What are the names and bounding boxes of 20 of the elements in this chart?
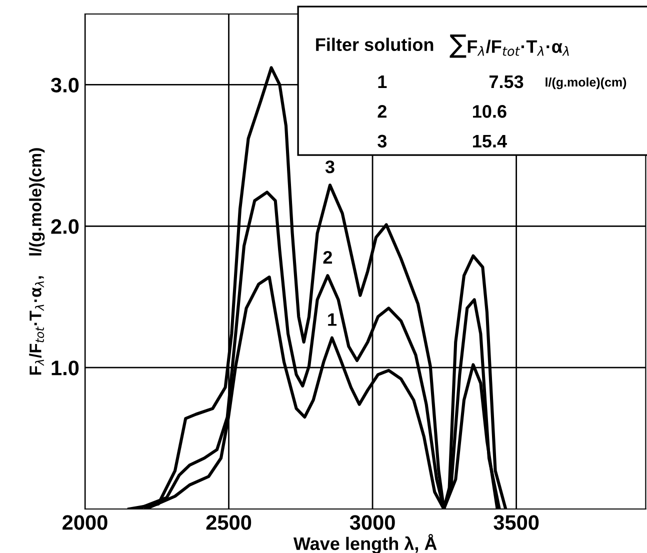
- annotation: 7.53: [489, 75, 524, 88]
- annotation: 10.6: [473, 105, 506, 118]
- annotation: 2: [378, 105, 386, 118]
- annotation: ∑F$_{λ}$/F$_{tot}$·T$_{λ}$·α$_{λ}$: [450, 34, 569, 58]
- y-tick-label: 3.0: [50, 78, 79, 92]
- x-tick-label: 3500: [494, 515, 539, 530]
- y-tick-label: 2.0: [51, 219, 79, 234]
- annotation: 15.4: [473, 134, 507, 148]
- annotation: 3: [378, 134, 387, 148]
- y-tick-label: 1.0: [52, 360, 79, 376]
- x-tick-label: 2500: [206, 515, 252, 530]
- annotation: l/(g.mole)(cm): [546, 77, 626, 90]
- annotation: 2: [323, 250, 332, 264]
- annotation: 1: [378, 76, 387, 88]
- x-tick-label: 3000: [350, 515, 395, 530]
- x-tick-label: 2000: [62, 515, 108, 530]
- annotation: 1: [328, 313, 337, 326]
- annotation: Filter solution: [316, 38, 434, 52]
- annotation: 3: [325, 160, 334, 174]
- text: F$_{λ}$/F$_{tot}$·T$_{λ}$·α$_{λ}$, l/(g.mole)(cm): [29, 148, 45, 375]
